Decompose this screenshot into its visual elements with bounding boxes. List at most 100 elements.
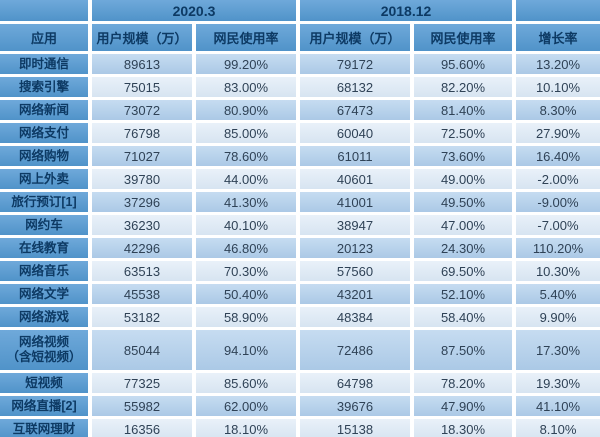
user-scale-2018: 68132 — [300, 77, 410, 97]
usage-rate-2018: 18.30% — [414, 419, 512, 437]
user-scale-2020: 85044 — [92, 330, 192, 370]
growth-rate: -9.00% — [516, 192, 600, 212]
row-label: 网络音乐 — [0, 261, 88, 281]
row-label: 在线教育 — [0, 238, 88, 258]
growth-rate: 10.10% — [516, 77, 600, 97]
usage-rate-2018: 72.50% — [414, 123, 512, 143]
user-scale-2018: 64798 — [300, 373, 410, 393]
row-label: 网上外卖 — [0, 169, 88, 189]
usage-rate-2018: 47.00% — [414, 215, 512, 235]
usage-rate-2020: 83.00% — [196, 77, 296, 97]
user-scale-2018: 41001 — [300, 192, 410, 212]
user-scale-2020: 16356 — [92, 419, 192, 437]
usage-rate-2020: 99.20% — [196, 54, 296, 74]
usage-rate-2018: 78.20% — [414, 373, 512, 393]
growth-rate: 16.40% — [516, 146, 600, 166]
row-label: 网络文学 — [0, 284, 88, 304]
growth-rate: 13.20% — [516, 54, 600, 74]
row-label: 网络购物 — [0, 146, 88, 166]
user-scale-2018: 72486 — [300, 330, 410, 370]
user-scale-2020: 77325 — [92, 373, 192, 393]
user-scale-2018: 61011 — [300, 146, 410, 166]
usage-rate-2020: 44.00% — [196, 169, 296, 189]
user-scale-2018: 57560 — [300, 261, 410, 281]
user-scale-2018: 40601 — [300, 169, 410, 189]
growth-rate: 8.10% — [516, 419, 600, 437]
user-scale-2020: 55982 — [92, 396, 192, 416]
usage-rate-2020: 58.90% — [196, 307, 296, 327]
header-usage-rate-2020: 网民使用率 — [196, 24, 296, 51]
row-label: 搜索引擎 — [0, 77, 88, 97]
row-label: 网络直播[2] — [0, 396, 88, 416]
usage-rate-2020: 46.80% — [196, 238, 296, 258]
usage-rate-2018: 73.60% — [414, 146, 512, 166]
row-label: 短视频 — [0, 373, 88, 393]
col-group-2018: 2018.12 — [300, 0, 512, 21]
user-scale-2018: 60040 — [300, 123, 410, 143]
usage-rate-2018: 49.00% — [414, 169, 512, 189]
usage-rate-2018: 49.50% — [414, 192, 512, 212]
growth-rate: 19.30% — [516, 373, 600, 393]
row-label: 网络新闻 — [0, 100, 88, 120]
user-scale-2020: 39780 — [92, 169, 192, 189]
usage-rate-2020: 18.10% — [196, 419, 296, 437]
blank-corner-left — [0, 0, 88, 21]
user-scale-2020: 36230 — [92, 215, 192, 235]
user-scale-2020: 76798 — [92, 123, 192, 143]
growth-rate: -7.00% — [516, 215, 600, 235]
usage-rate-2018: 52.10% — [414, 284, 512, 304]
user-scale-2018: 67473 — [300, 100, 410, 120]
user-scale-2020: 75015 — [92, 77, 192, 97]
header-usage-rate-2018: 网民使用率 — [414, 24, 512, 51]
growth-rate: 17.30% — [516, 330, 600, 370]
growth-rate: -2.00% — [516, 169, 600, 189]
header-user-scale-2018: 用户规模（万） — [300, 24, 410, 51]
blank-corner-right — [516, 0, 600, 21]
usage-rate-2020: 85.00% — [196, 123, 296, 143]
usage-rate-2020: 41.30% — [196, 192, 296, 212]
usage-rate-2020: 94.10% — [196, 330, 296, 370]
user-scale-2018: 38947 — [300, 215, 410, 235]
usage-rate-2018: 82.20% — [414, 77, 512, 97]
growth-rate: 5.40% — [516, 284, 600, 304]
growth-rate: 41.10% — [516, 396, 600, 416]
col-group-2020: 2020.3 — [92, 0, 296, 21]
usage-rate-2018: 58.40% — [414, 307, 512, 327]
usage-rate-2020: 85.60% — [196, 373, 296, 393]
header-app: 应用 — [0, 24, 88, 51]
usage-rate-2018: 87.50% — [414, 330, 512, 370]
user-scale-2020: 42296 — [92, 238, 192, 258]
usage-rate-2018: 95.60% — [414, 54, 512, 74]
user-scale-2020: 37296 — [92, 192, 192, 212]
row-label: 网络游戏 — [0, 307, 88, 327]
growth-rate: 8.30% — [516, 100, 600, 120]
user-scale-2020: 45538 — [92, 284, 192, 304]
usage-rate-2020: 78.60% — [196, 146, 296, 166]
user-scale-2020: 63513 — [92, 261, 192, 281]
row-label: 网络支付 — [0, 123, 88, 143]
user-scale-2020: 89613 — [92, 54, 192, 74]
row-label: 旅行预订[1] — [0, 192, 88, 212]
row-label: 即时通信 — [0, 54, 88, 74]
row-label: 网络视频 （含短视频） — [0, 330, 88, 370]
header-growth-rate: 增长率 — [516, 24, 600, 51]
user-scale-2020: 71027 — [92, 146, 192, 166]
user-scale-2020: 53182 — [92, 307, 192, 327]
user-scale-2018: 48384 — [300, 307, 410, 327]
growth-rate: 10.30% — [516, 261, 600, 281]
usage-rate-2020: 80.90% — [196, 100, 296, 120]
usage-rate-2020: 70.30% — [196, 261, 296, 281]
usage-rate-2018: 47.90% — [414, 396, 512, 416]
row-label: 互联网理财 — [0, 419, 88, 437]
user-scale-2018: 79172 — [300, 54, 410, 74]
usage-rate-2018: 81.40% — [414, 100, 512, 120]
usage-rate-2020: 50.40% — [196, 284, 296, 304]
user-scale-2018: 39676 — [300, 396, 410, 416]
user-scale-2018: 43201 — [300, 284, 410, 304]
usage-rate-2018: 24.30% — [414, 238, 512, 258]
usage-rate-2018: 69.50% — [414, 261, 512, 281]
growth-rate: 110.20% — [516, 238, 600, 258]
row-label: 网约车 — [0, 215, 88, 235]
